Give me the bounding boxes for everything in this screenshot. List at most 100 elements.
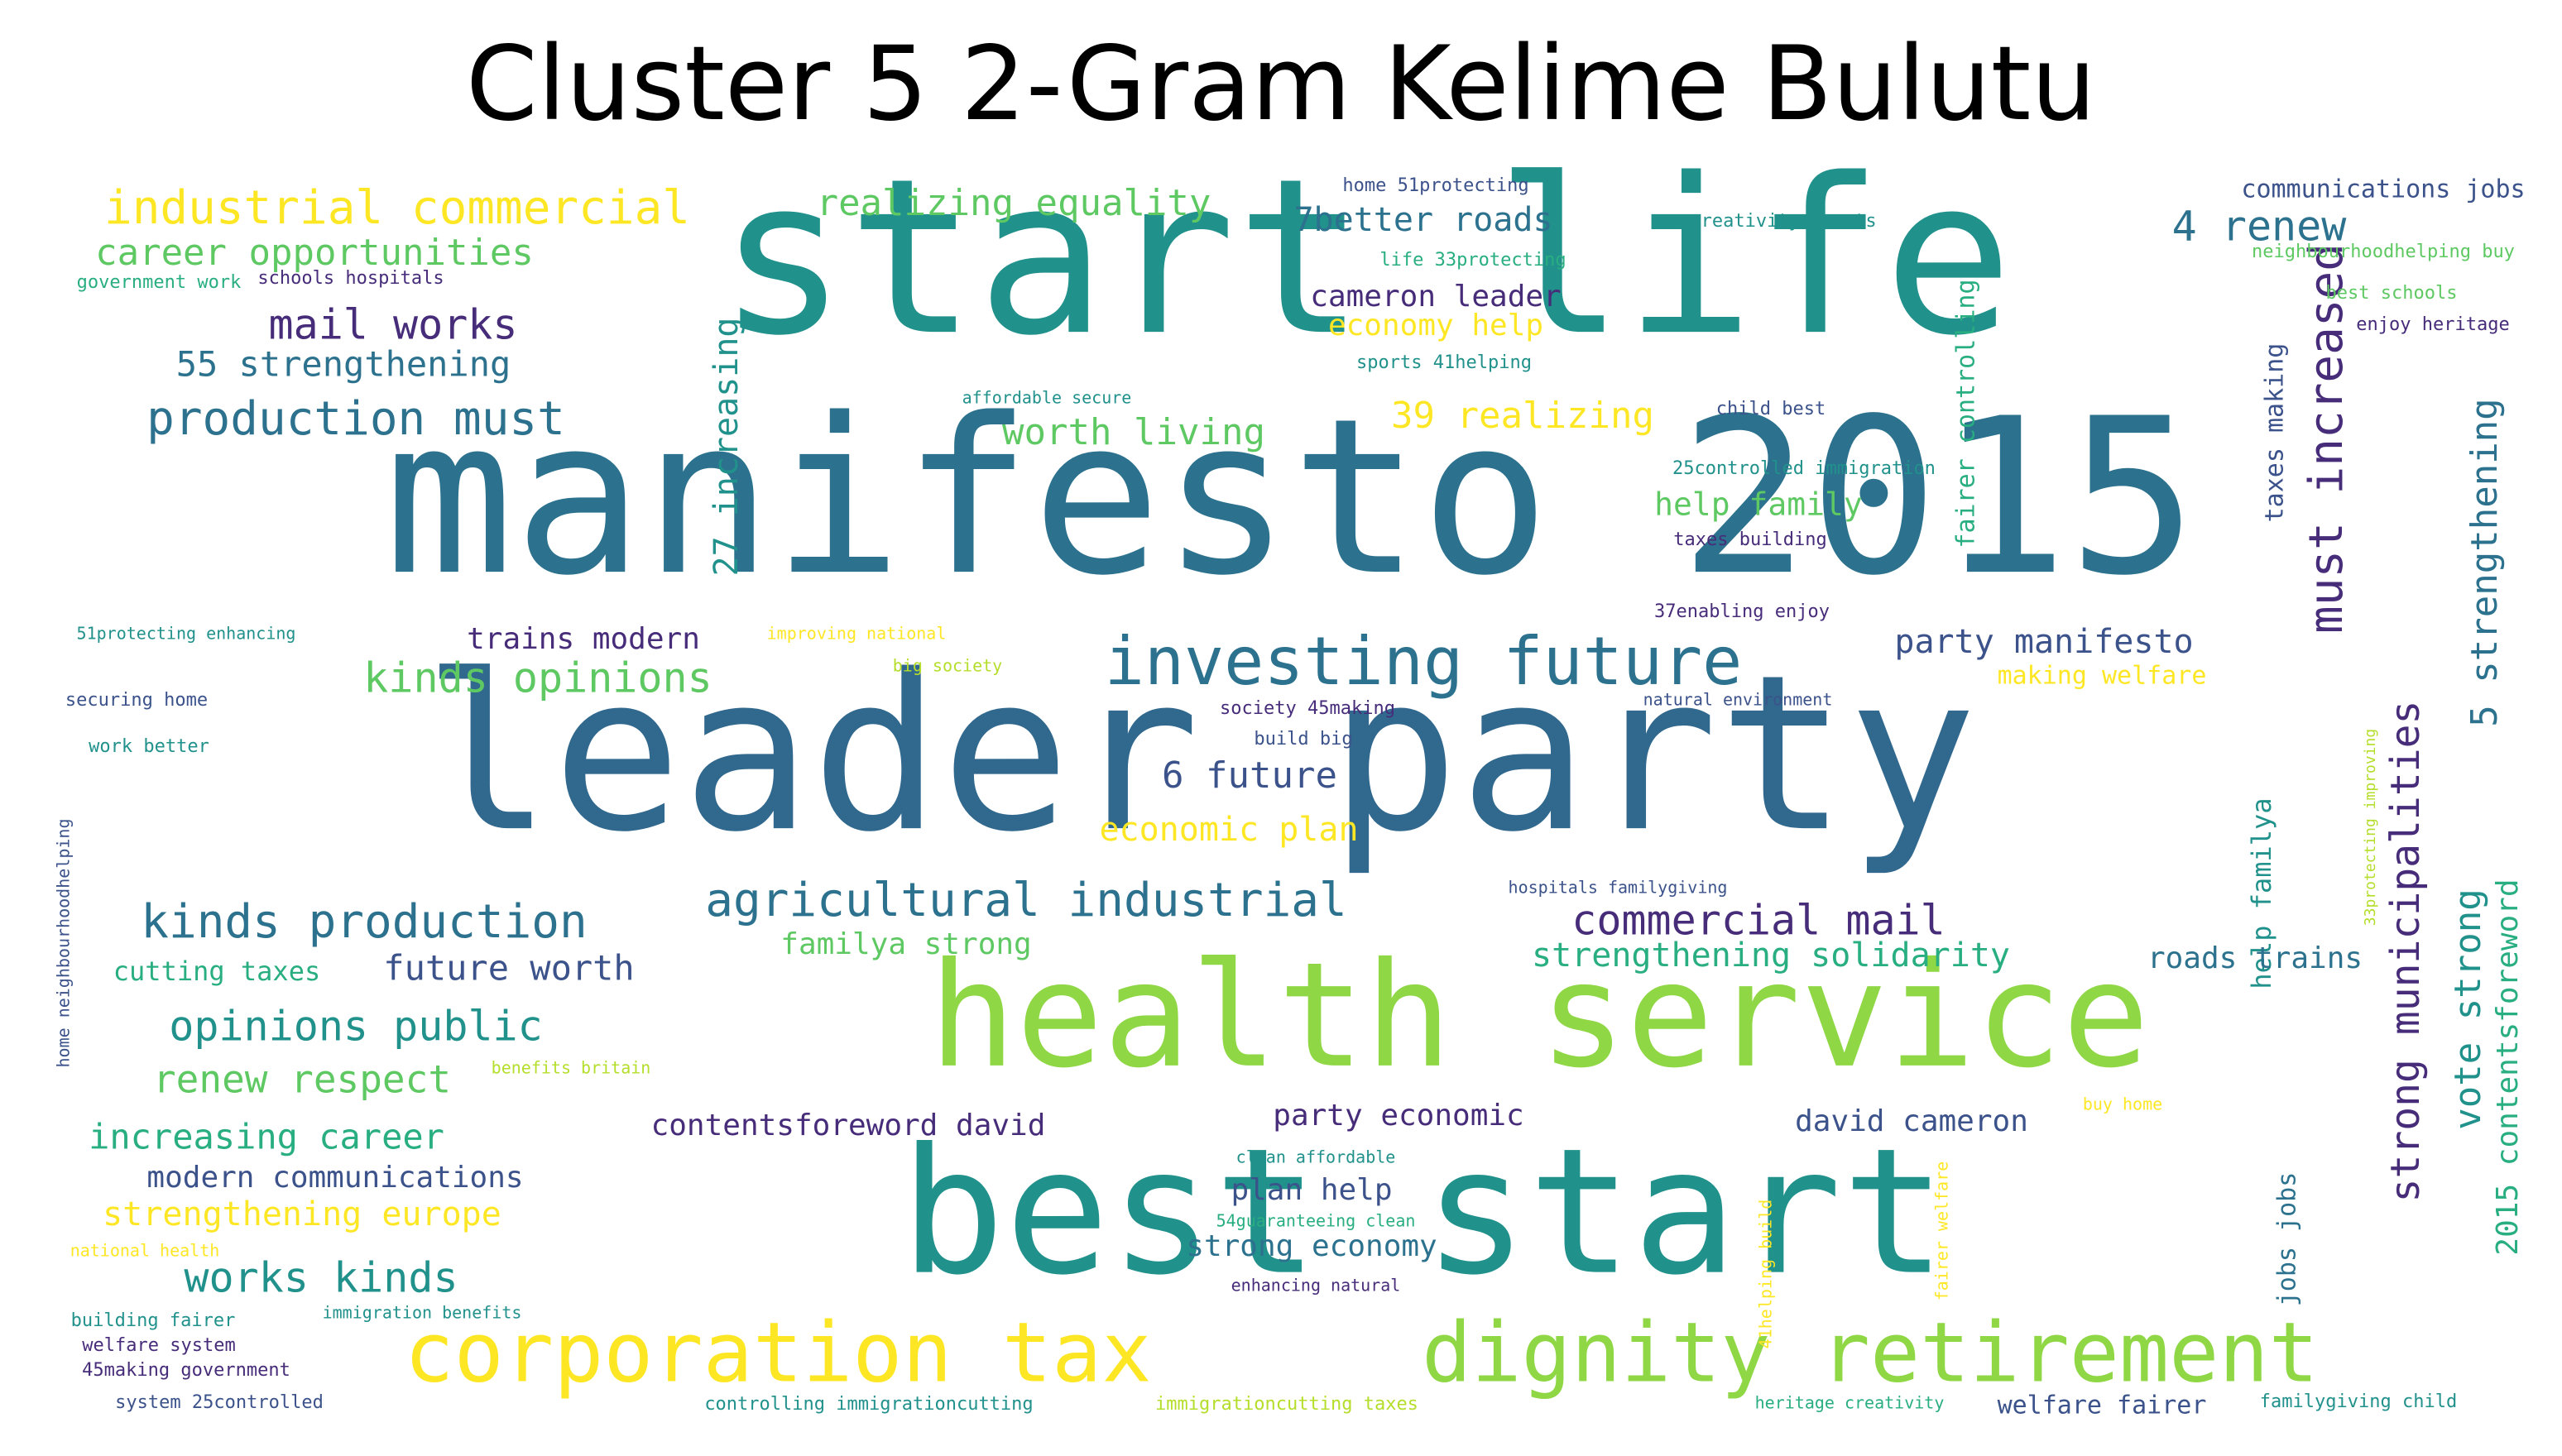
- cloud-word-home-51protecting: home 51protecting: [1342, 175, 1528, 196]
- cloud-word-benefits-britain: benefits britain: [492, 1058, 651, 1078]
- cloud-word-sports-41helping: sports 41helping: [1356, 352, 1532, 373]
- cloud-word-best-schools: best schools: [2326, 283, 2458, 304]
- cloud-word-modern-communications: modern communications: [146, 1161, 523, 1195]
- cloud-word-welfare-fairer: welfare fairer: [1998, 1391, 2207, 1420]
- cloud-word-familya-strong: familya strong: [780, 927, 1031, 961]
- cloud-word-4-renew: 4 renew: [2172, 203, 2348, 251]
- cloud-word-creativity-sports: creativity sports: [1690, 211, 1876, 232]
- cloud-word-clean-affordable: clean affordable: [1236, 1147, 1396, 1167]
- cloud-word-neighbourhoodhelping-buy: neighbourhoodhelping buy: [2252, 242, 2515, 262]
- cloud-word-future-worth: future worth: [383, 948, 634, 989]
- cloud-word-worth-living: worth living: [1002, 411, 1265, 453]
- cloud-word-securing-home: securing home: [65, 690, 208, 711]
- cloud-word-hospitals-familygiving: hospitals familygiving: [1509, 878, 1728, 898]
- cloud-word-7better-roads: 7better roads: [1293, 201, 1552, 239]
- cloud-word-big-society: big society: [893, 656, 1002, 676]
- cloud-word-strong-economy: strong economy: [1186, 1229, 1437, 1263]
- cloud-word-vote-strong: vote strong: [2447, 888, 2489, 1129]
- cloud-word-health-service: health service: [928, 932, 2149, 1100]
- cloud-word-5-strengthening: 5 strengthening: [2464, 398, 2506, 726]
- cloud-word-realizing-equality: realizing equality: [817, 182, 1211, 224]
- cloud-word-41helping-build: 41helping build: [1756, 1200, 1776, 1349]
- cloud-word-renew-respect: renew respect: [153, 1057, 451, 1102]
- cloud-word-david-cameron: david cameron: [1795, 1104, 2028, 1138]
- cloud-word-improving-national: improving national: [767, 624, 947, 644]
- cloud-word-enjoy-heritage: enjoy heritage: [2356, 314, 2509, 335]
- cloud-word-37enabling-enjoy: 37enabling enjoy: [1654, 601, 1830, 622]
- cloud-word-heritage-creativity: heritage creativity: [1755, 1393, 1945, 1413]
- cloud-word-society-45making: society 45making: [1220, 698, 1395, 719]
- cloud-word-51protecting-enhancing: 51protecting enhancing: [77, 624, 296, 644]
- cloud-word-leader-party: leader party: [423, 630, 1977, 879]
- cloud-word-communications-jobs: communications jobs: [2241, 175, 2525, 204]
- cloud-word-help-family: help family: [1654, 486, 1863, 523]
- cloud-word-making-welfare: making welfare: [1998, 662, 2207, 691]
- figure-title: Cluster 5 2-Gram Kelime Bulutu: [465, 25, 2096, 144]
- cloud-word-economic-plan: economic plan: [1099, 811, 1358, 849]
- cloud-word-immigrationcutting-taxes: immigrationcutting taxes: [1155, 1394, 1418, 1415]
- cloud-word-27-increasing: 27 increasing: [708, 317, 746, 576]
- cloud-word-taxes-building: taxes building: [1673, 529, 1826, 550]
- cloud-word-enhancing-natural: enhancing natural: [1231, 1276, 1401, 1296]
- cloud-word-25controlled-immigration: 25controlled immigration: [1672, 458, 1936, 479]
- cloud-word-kinds-production: kinds production: [141, 895, 587, 949]
- cloud-word-party-manifesto: party manifesto: [1894, 623, 2193, 661]
- cloud-word-fairer-welfare: fairer welfare: [1932, 1161, 1952, 1301]
- cloud-word-39-realizing: 39 realizing: [1391, 395, 1654, 437]
- cloud-word-investing-future: investing future: [1105, 623, 1743, 700]
- cloud-word-mail-works: mail works: [268, 301, 517, 349]
- cloud-word-best-start: best start: [900, 1111, 1946, 1314]
- cloud-word-opinions-public: opinions public: [169, 1003, 543, 1051]
- cloud-word-life-33protecting: life 33protecting: [1379, 250, 1566, 271]
- cloud-word-affordable-secure: affordable secure: [962, 388, 1132, 408]
- cloud-word-cameron-leader: cameron leader: [1310, 280, 1561, 314]
- cloud-word-government-work: government work: [77, 272, 242, 293]
- cloud-word-child-best: child best: [1716, 399, 1826, 419]
- cloud-word-increasing-career: increasing career: [89, 1117, 444, 1157]
- cloud-word-immigration-benefits: immigration benefits: [323, 1303, 522, 1323]
- cloud-word-kinds-opinions: kinds opinions: [363, 654, 712, 702]
- cloud-word-agricultural-industrial: agricultural industrial: [705, 874, 1346, 927]
- cloud-word-system-25controlled: system 25controlled: [115, 1392, 324, 1413]
- cloud-word-manifesto-2015: manifesto 2015: [384, 373, 2197, 623]
- cloud-word-corporation-tax: corporation tax: [404, 1304, 1151, 1401]
- cloud-word-roads-trains: roads trains: [2147, 941, 2363, 975]
- cloud-word-33protecting-improving: 33protecting improving: [2362, 729, 2379, 926]
- cloud-word-commercial-mail: commercial mail: [1571, 897, 1945, 945]
- cloud-word-55-strengthening: 55 strengthening: [176, 344, 511, 385]
- cloud-word-start-life: start life: [717, 133, 2013, 383]
- cloud-word-economy-help: economy help: [1328, 309, 1543, 342]
- cloud-word-trains-modern: trains modern: [467, 622, 700, 656]
- cloud-word-controlling-immigrationcutting: controlling immigrationcutting: [704, 1394, 1033, 1415]
- cloud-word-building-fairer: building fairer: [71, 1310, 236, 1331]
- cloud-word-2015-contentsforeword: 2015 contentsforeword: [2491, 879, 2525, 1255]
- cloud-word-contentsforeword-david: contentsforeword david: [651, 1109, 1046, 1142]
- cloud-word-party-economic: party economic: [1273, 1099, 1523, 1133]
- cloud-word-natural-environment: natural environment: [1643, 690, 1833, 710]
- cloud-word-strengthening-europe: strengthening europe: [103, 1195, 501, 1233]
- cloud-word-industrial-commercial: industrial commercial: [104, 181, 690, 235]
- cloud-word-schools-hospitals: schools hospitals: [257, 268, 444, 289]
- cloud-word-fairer-controlling: fairer controlling: [1952, 279, 1981, 548]
- cloud-word-build-big: build big: [1254, 729, 1352, 750]
- cloud-word-work-better: work better: [89, 736, 209, 757]
- cloud-word-familygiving-child: familygiving child: [2260, 1391, 2457, 1412]
- cloud-word-production-must: production must: [146, 392, 565, 446]
- cloud-word-45making-government: 45making government: [82, 1360, 290, 1381]
- cloud-word-taxes-making: taxes making: [2261, 343, 2290, 523]
- cloud-word-home-neighbourhoodhelping: home neighbourhoodhelping: [54, 818, 74, 1067]
- cloud-word-jobs-jobs: jobs jobs: [2273, 1172, 2302, 1307]
- cloud-word-dignity-retirement: dignity retirement: [1422, 1304, 2319, 1401]
- cloud-word-6-future: 6 future: [1162, 754, 1337, 797]
- cloud-word-plan-help: plan help: [1231, 1173, 1392, 1207]
- cloud-word-works-kinds: works kinds: [184, 1254, 458, 1302]
- cloud-word-strengthening-solidarity: strengthening solidarity: [1532, 936, 2010, 975]
- cloud-word-career-opportunities: career opportunities: [95, 232, 534, 274]
- cloud-word-buy-home: buy home: [2083, 1094, 2162, 1114]
- cloud-word-must-increased: must increased: [2300, 243, 2353, 634]
- cloud-word-54guaranteeing-clean: 54guaranteeing clean: [1216, 1211, 1416, 1231]
- cloud-word-help-familya: help familya: [2246, 797, 2277, 989]
- cloud-word-cutting-taxes: cutting taxes: [113, 956, 320, 987]
